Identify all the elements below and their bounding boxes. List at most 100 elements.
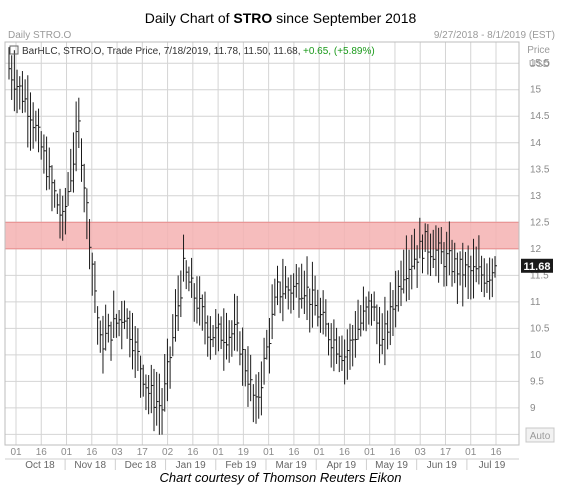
- price-bar: [376, 304, 379, 345]
- price-bar: [470, 255, 473, 300]
- x-day-label: 02: [162, 447, 174, 458]
- price-bar: [231, 320, 234, 357]
- price-bar: [250, 354, 253, 402]
- x-month-label: May 19: [375, 460, 408, 471]
- price-bar: [419, 217, 422, 259]
- title-suffix: since September 2018: [272, 10, 417, 26]
- price-bar: [408, 249, 412, 300]
- price-bar: [24, 79, 28, 113]
- price-bar: [440, 227, 444, 265]
- legend-text: BarHLC, STRO.O, Trade Price, 7/18/2019, …: [22, 46, 301, 57]
- price-bar: [19, 76, 22, 110]
- price-bar: [217, 313, 221, 352]
- y-tick-label: 9: [530, 403, 536, 414]
- x-day-label: 01: [465, 447, 477, 458]
- price-axis-label: Price: [527, 45, 550, 56]
- price-bar: [83, 163, 87, 213]
- price-bar: [62, 195, 65, 241]
- price-bar: [341, 335, 344, 371]
- price-bar: [405, 235, 409, 302]
- price-bar: [67, 172, 71, 206]
- price-bar: [142, 364, 146, 397]
- price-bar: [430, 233, 433, 276]
- x-month-label: Feb 19: [225, 460, 257, 471]
- price-bar: [397, 270, 401, 312]
- instrument-label: Daily STRO.O: [8, 30, 72, 41]
- price-bar: [384, 296, 387, 366]
- x-day-label: 17: [137, 447, 149, 458]
- price-bar: [295, 263, 299, 298]
- price-bar: [196, 276, 199, 324]
- y-tick-label: 10: [530, 350, 542, 361]
- price-bar: [239, 331, 242, 366]
- currency-label: USD: [529, 59, 550, 70]
- price-bar: [191, 257, 194, 298]
- x-day-label: 01: [213, 447, 225, 458]
- price-bar: [279, 281, 283, 314]
- price-bar: [464, 251, 468, 288]
- price-bar: [164, 354, 167, 412]
- y-tick-label: 9.5: [530, 376, 544, 387]
- x-day-label: 01: [10, 447, 22, 458]
- x-day-label: 16: [389, 447, 401, 458]
- price-bar: [416, 245, 420, 288]
- price-bar: [413, 228, 417, 270]
- y-tick-label: 13.5: [530, 164, 550, 175]
- price-bar: [483, 258, 487, 298]
- price-bar: [395, 270, 398, 328]
- price-bar: [29, 92, 33, 151]
- price-bar: [132, 312, 135, 370]
- price-bar: [258, 372, 261, 419]
- price-bar: [215, 309, 218, 355]
- x-month-label: Jun 19: [427, 460, 457, 471]
- price-bar: [199, 276, 202, 326]
- price-bar: [89, 219, 92, 270]
- price-bar: [330, 323, 334, 368]
- price-bar: [274, 278, 277, 316]
- price-bar: [156, 371, 159, 426]
- x-day-label: 16: [490, 447, 502, 458]
- price-bar: [282, 258, 285, 322]
- price-bar: [40, 131, 44, 160]
- price-bar: [403, 249, 406, 294]
- price-bar: [352, 324, 355, 367]
- price-bar: [247, 346, 250, 407]
- price-bar: [115, 313, 119, 338]
- y-tick-label: 14: [530, 138, 542, 149]
- resistance-band: [4, 221, 520, 250]
- y-tick-label: 13: [530, 191, 542, 202]
- price-bar: [153, 368, 156, 432]
- auto-scale-label: Auto: [530, 431, 551, 442]
- price-bar: [107, 313, 111, 343]
- price-bar: [285, 266, 288, 299]
- x-month-label: Jan 19: [176, 460, 206, 471]
- price-bar: [481, 255, 484, 292]
- price-bar: [150, 364, 154, 414]
- price-bar: [220, 316, 224, 349]
- price-bar: [255, 374, 259, 424]
- price-bar: [309, 288, 312, 333]
- price-bar: [161, 388, 165, 435]
- price-bar: [126, 308, 130, 339]
- price-bar: [113, 290, 116, 339]
- y-tick-label: 10.5: [530, 323, 550, 334]
- price-bar: [158, 373, 162, 435]
- price-bar: [183, 234, 186, 282]
- y-tick-label: 12: [530, 244, 542, 255]
- price-bar: [277, 265, 280, 306]
- price-bar: [72, 132, 76, 193]
- x-day-label: 01: [364, 447, 376, 458]
- auto-scale-button[interactable]: Auto: [525, 427, 555, 443]
- price-bar: [459, 251, 463, 286]
- price-bar: [121, 300, 124, 350]
- price-bar: [54, 179, 57, 208]
- price-bar: [473, 238, 476, 299]
- price-bar: [271, 284, 275, 340]
- plot-frame: [4, 41, 520, 446]
- price-bar: [102, 315, 105, 374]
- price-bar: [177, 275, 181, 331]
- price-bar: [370, 293, 374, 326]
- y-tick-label: 11: [530, 297, 541, 308]
- price-bar: [209, 316, 213, 360]
